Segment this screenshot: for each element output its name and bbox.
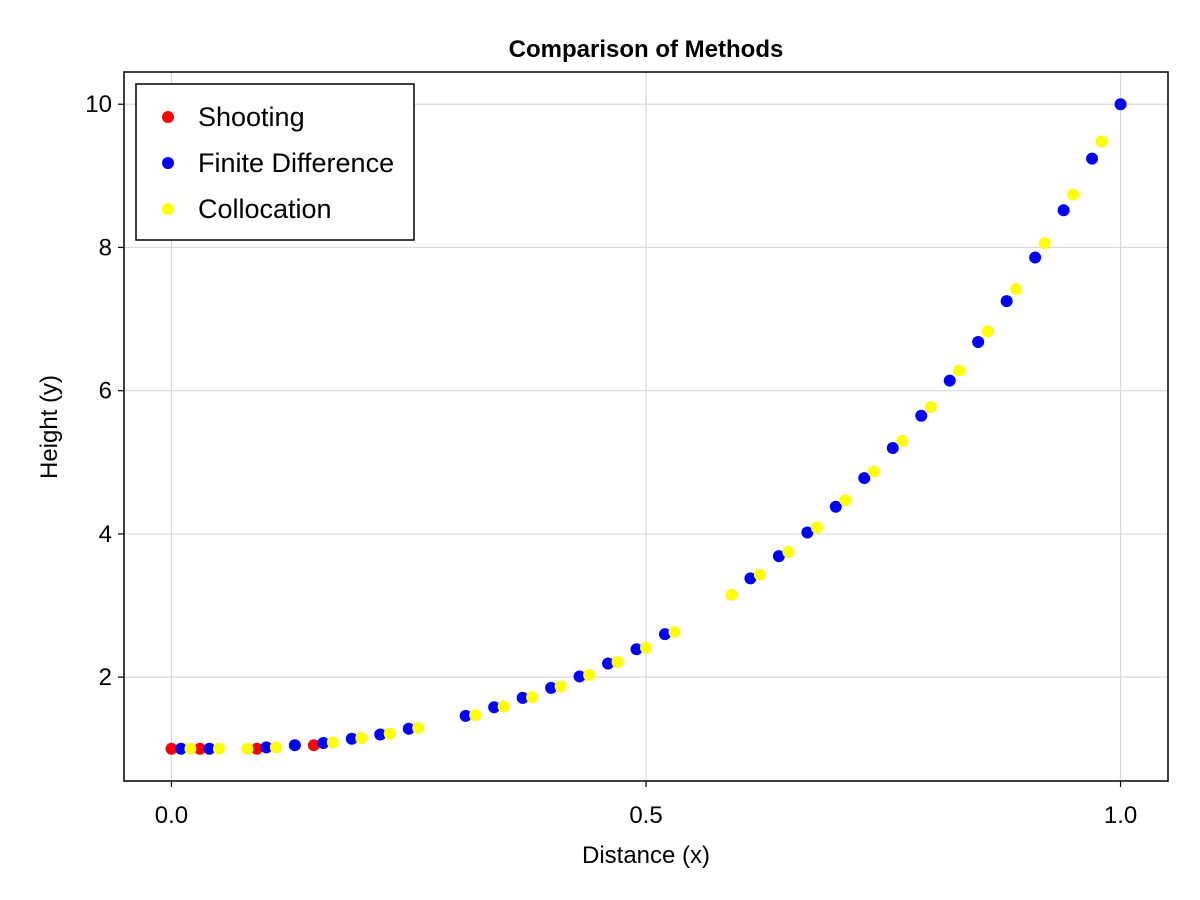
data-point <box>545 681 558 694</box>
data-point <box>497 700 510 713</box>
y-tick-label: 10 <box>85 91 112 118</box>
data-point <box>753 568 766 581</box>
series-collocation <box>184 135 1108 755</box>
data-point <box>668 626 681 639</box>
data-point <box>288 739 301 752</box>
data-point <box>782 545 795 558</box>
data-point <box>658 628 671 641</box>
data-point <box>488 701 501 714</box>
x-tick-label: 1.0 <box>1104 802 1137 829</box>
data-point <box>269 741 282 754</box>
data-point <box>193 742 206 755</box>
data-point <box>355 732 368 745</box>
data-point <box>640 641 652 654</box>
data-point <box>241 742 254 755</box>
data-point <box>1095 135 1108 148</box>
data-point <box>203 742 216 755</box>
data-point <box>630 643 643 656</box>
data-point <box>326 736 339 749</box>
legend-label: Shooting <box>198 102 305 132</box>
data-point <box>744 572 757 585</box>
series-shooting <box>165 739 320 755</box>
legend-box <box>135 83 415 241</box>
data-point <box>602 657 615 670</box>
x-axis-label: Distance (x) <box>582 842 710 869</box>
data-point <box>1086 152 1099 165</box>
data-point <box>165 742 178 755</box>
data-point <box>317 737 330 750</box>
y-tick-label: 6 <box>99 378 112 405</box>
data-point <box>772 550 785 563</box>
data-point <box>184 742 197 755</box>
data-point <box>583 669 596 682</box>
data-point <box>1067 188 1080 201</box>
data-point <box>516 691 529 704</box>
data-point <box>469 709 482 722</box>
data-point <box>307 739 320 752</box>
data-point <box>915 409 928 422</box>
legend-marker <box>162 111 174 123</box>
data-point <box>867 465 880 478</box>
data-point <box>981 325 994 338</box>
data-point <box>212 742 225 755</box>
data-point <box>886 441 899 454</box>
data-point <box>554 680 567 693</box>
y-axis-label: Height (y) <box>36 375 63 479</box>
data-point <box>526 691 539 704</box>
series-finite-difference <box>174 98 1127 755</box>
data-points <box>165 98 1127 755</box>
data-point <box>412 722 425 735</box>
data-point <box>573 670 586 683</box>
data-point <box>801 526 814 539</box>
data-point <box>924 401 937 414</box>
y-axis-ticks: 2 4 6 8 10 <box>85 91 124 691</box>
data-point <box>383 727 396 740</box>
legend-label: Finite Difference <box>198 148 394 178</box>
data-point <box>345 732 358 745</box>
data-point <box>1038 237 1051 250</box>
data-point <box>1057 204 1070 217</box>
y-tick-label: 2 <box>99 664 112 691</box>
data-point <box>725 588 738 601</box>
legend-label: Collocation <box>198 194 332 224</box>
data-point <box>1114 98 1127 111</box>
data-point <box>810 521 823 534</box>
data-point <box>374 728 387 741</box>
data-point <box>459 709 472 722</box>
legend-marker <box>162 203 174 215</box>
data-point <box>174 742 187 755</box>
data-point <box>896 434 909 447</box>
data-point <box>943 374 956 387</box>
legend: Shooting Finite Difference Collocation <box>135 83 415 241</box>
x-axis-ticks: 0.0 0.5 1.0 <box>155 781 1137 829</box>
data-point <box>611 656 624 669</box>
data-point <box>250 742 263 755</box>
chart-title: Comparison of Methods <box>509 36 784 63</box>
y-tick-label: 4 <box>99 521 112 548</box>
y-tick-label: 8 <box>99 234 112 261</box>
data-point <box>402 722 415 735</box>
data-point <box>1010 282 1023 295</box>
data-point <box>839 494 852 507</box>
data-point <box>858 472 871 485</box>
x-tick-label: 0.0 <box>155 802 188 829</box>
data-point <box>953 364 966 377</box>
data-point <box>1029 251 1042 264</box>
x-tick-label: 0.5 <box>629 802 662 829</box>
data-point <box>829 500 842 513</box>
data-point <box>972 335 985 348</box>
legend-marker <box>162 157 174 169</box>
data-point <box>260 741 273 754</box>
data-point <box>1000 295 1013 308</box>
